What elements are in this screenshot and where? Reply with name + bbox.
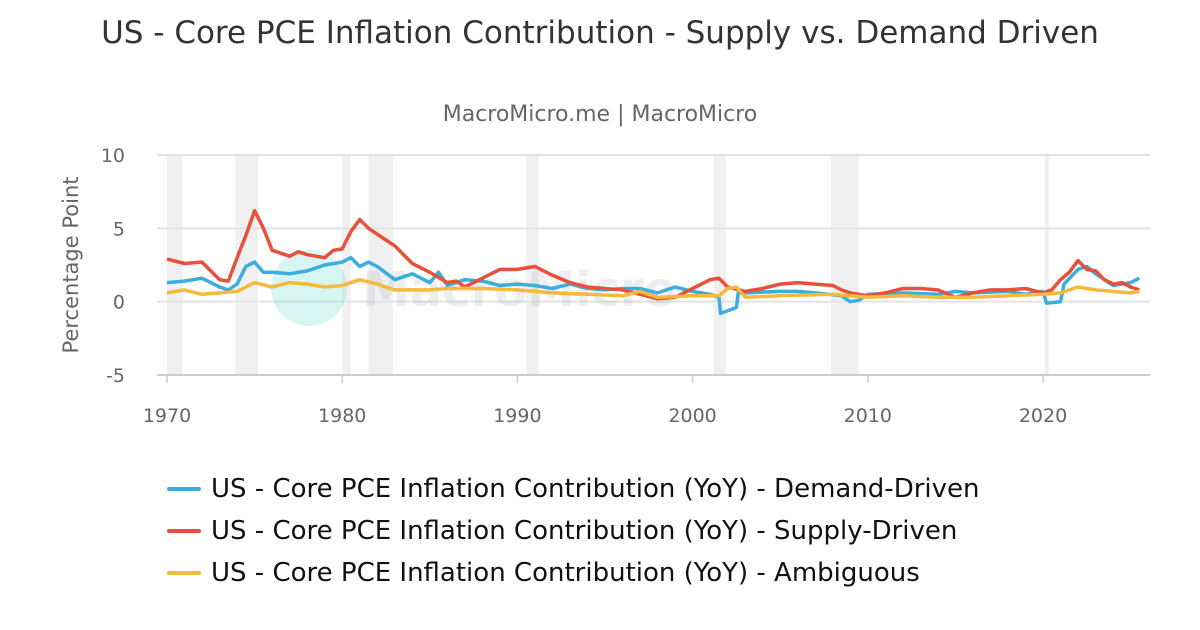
x-tick-label: 1990 (493, 405, 541, 427)
x-tick-label: 2020 (1019, 405, 1067, 427)
recession-band (167, 155, 183, 375)
legend-label: US - Core PCE Inflation Contribution (Yo… (211, 474, 980, 504)
legend-item[interactable]: US - Core PCE Inflation Contribution (Yo… (167, 552, 980, 594)
x-tick-label: 1980 (318, 405, 366, 427)
recession-band (1044, 155, 1049, 375)
recession-band (342, 155, 351, 375)
recession-band (526, 155, 539, 375)
legend-item[interactable]: US - Core PCE Inflation Contribution (Yo… (167, 510, 980, 552)
y-axis-label: Percentage Point (59, 177, 83, 354)
y-tick-label: 5 (113, 218, 125, 240)
legend-label: US - Core PCE Inflation Contribution (Yo… (211, 516, 958, 546)
chart-subtitle: MacroMicro.me | MacroMicro (442, 102, 758, 127)
y-tick-label: -5 (106, 365, 125, 387)
legend-item[interactable]: US - Core PCE Inflation Contribution (Yo… (167, 468, 980, 510)
chart-title: US - Core PCE Inflation Contribution - S… (101, 15, 1099, 51)
series-line-1 (166, 208, 1140, 301)
series-line-2 (166, 277, 1140, 300)
x-tick-label: 2010 (844, 405, 892, 427)
legend-swatch (167, 487, 201, 491)
series-line-0 (166, 255, 1141, 316)
x-tick-label: 1970 (143, 405, 191, 427)
legend-swatch (167, 529, 201, 533)
legend: US - Core PCE Inflation Contribution (Yo… (167, 468, 980, 594)
x-tick-label: 2000 (668, 405, 716, 427)
recession-band (713, 155, 726, 375)
y-tick-label: 10 (101, 145, 125, 167)
legend-label: US - Core PCE Inflation Contribution (Yo… (211, 558, 920, 588)
legend-swatch (167, 571, 201, 575)
y-tick-label: 0 (113, 292, 125, 314)
recession-band (831, 155, 860, 375)
